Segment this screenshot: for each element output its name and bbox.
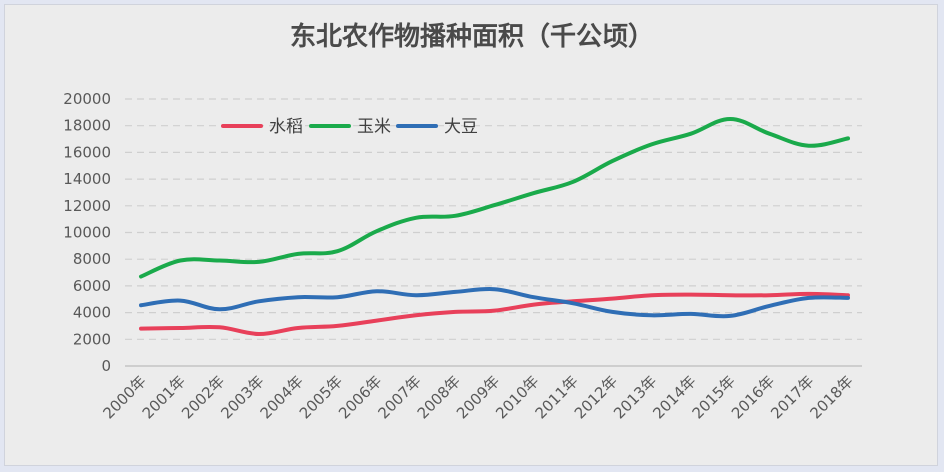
y-tick-label: 14000 (63, 170, 111, 188)
legend-label-rice: 水稻 (269, 117, 303, 137)
x-tick-label: 2006年 (335, 372, 385, 422)
x-tick-label: 2001年 (139, 372, 189, 422)
y-tick-label: 4000 (73, 304, 111, 322)
x-tick-label: 2014年 (649, 372, 699, 422)
legend-label-soybean: 大豆 (444, 117, 478, 137)
x-tick-label: 2013年 (610, 372, 660, 422)
chart-title: 东北农作物播种面积（千公顷） (290, 21, 654, 52)
series-line-corn (139, 117, 850, 279)
legend-label-corn: 玉米 (357, 117, 391, 137)
y-axis: 0 2000 4000 6000 8000 10000 12000 14000 16000 180… (63, 90, 111, 375)
x-tick-label: 2003年 (217, 372, 267, 422)
x-tick-label: 2000年 (99, 372, 149, 422)
series-line-soybean (139, 287, 850, 319)
y-tick-label: 10000 (63, 224, 111, 242)
x-tick-label: 2002年 (178, 372, 228, 422)
y-tick-label: 18000 (63, 117, 111, 135)
x-tick-label: 2015年 (689, 372, 739, 422)
chart-frame: 东北农作物播种面积（千公顷） 0 2000 4000 6000 8000 10000 120… (4, 4, 938, 466)
x-tick-label: 2004年 (257, 372, 307, 422)
x-tick-label: 2008年 (414, 372, 464, 422)
x-axis: 2000年2001年2002年2003年2004年2005年2006年2007年… (99, 372, 856, 422)
y-tick-label: 2000 (73, 330, 111, 348)
x-tick-label: 2010年 (492, 372, 542, 422)
series-line-rice (139, 291, 850, 337)
x-tick-label: 2007年 (374, 372, 424, 422)
y-tick-label: 0 (101, 357, 111, 375)
line-chart: 东北农作物播种面积（千公顷） 0 2000 4000 6000 8000 10000 120… (63, 21, 862, 422)
x-tick-label: 2018年 (806, 372, 856, 422)
y-tick-label: 8000 (73, 250, 111, 268)
x-tick-label: 2012年 (571, 372, 621, 422)
series-lines (139, 117, 850, 337)
x-tick-label: 2011年 (532, 372, 582, 422)
x-tick-label: 2016年 (728, 372, 778, 422)
y-tick-label: 12000 (63, 197, 111, 215)
x-tick-label: 2017年 (767, 372, 817, 422)
x-tick-label: 2009年 (453, 372, 503, 422)
y-tick-label: 20000 (63, 90, 111, 108)
legend: 水稻 玉米 大豆 (221, 117, 478, 137)
grid (125, 98, 862, 367)
y-tick-label: 16000 (63, 143, 111, 161)
x-tick-label: 2005年 (296, 372, 346, 422)
y-tick-label: 6000 (73, 277, 111, 295)
